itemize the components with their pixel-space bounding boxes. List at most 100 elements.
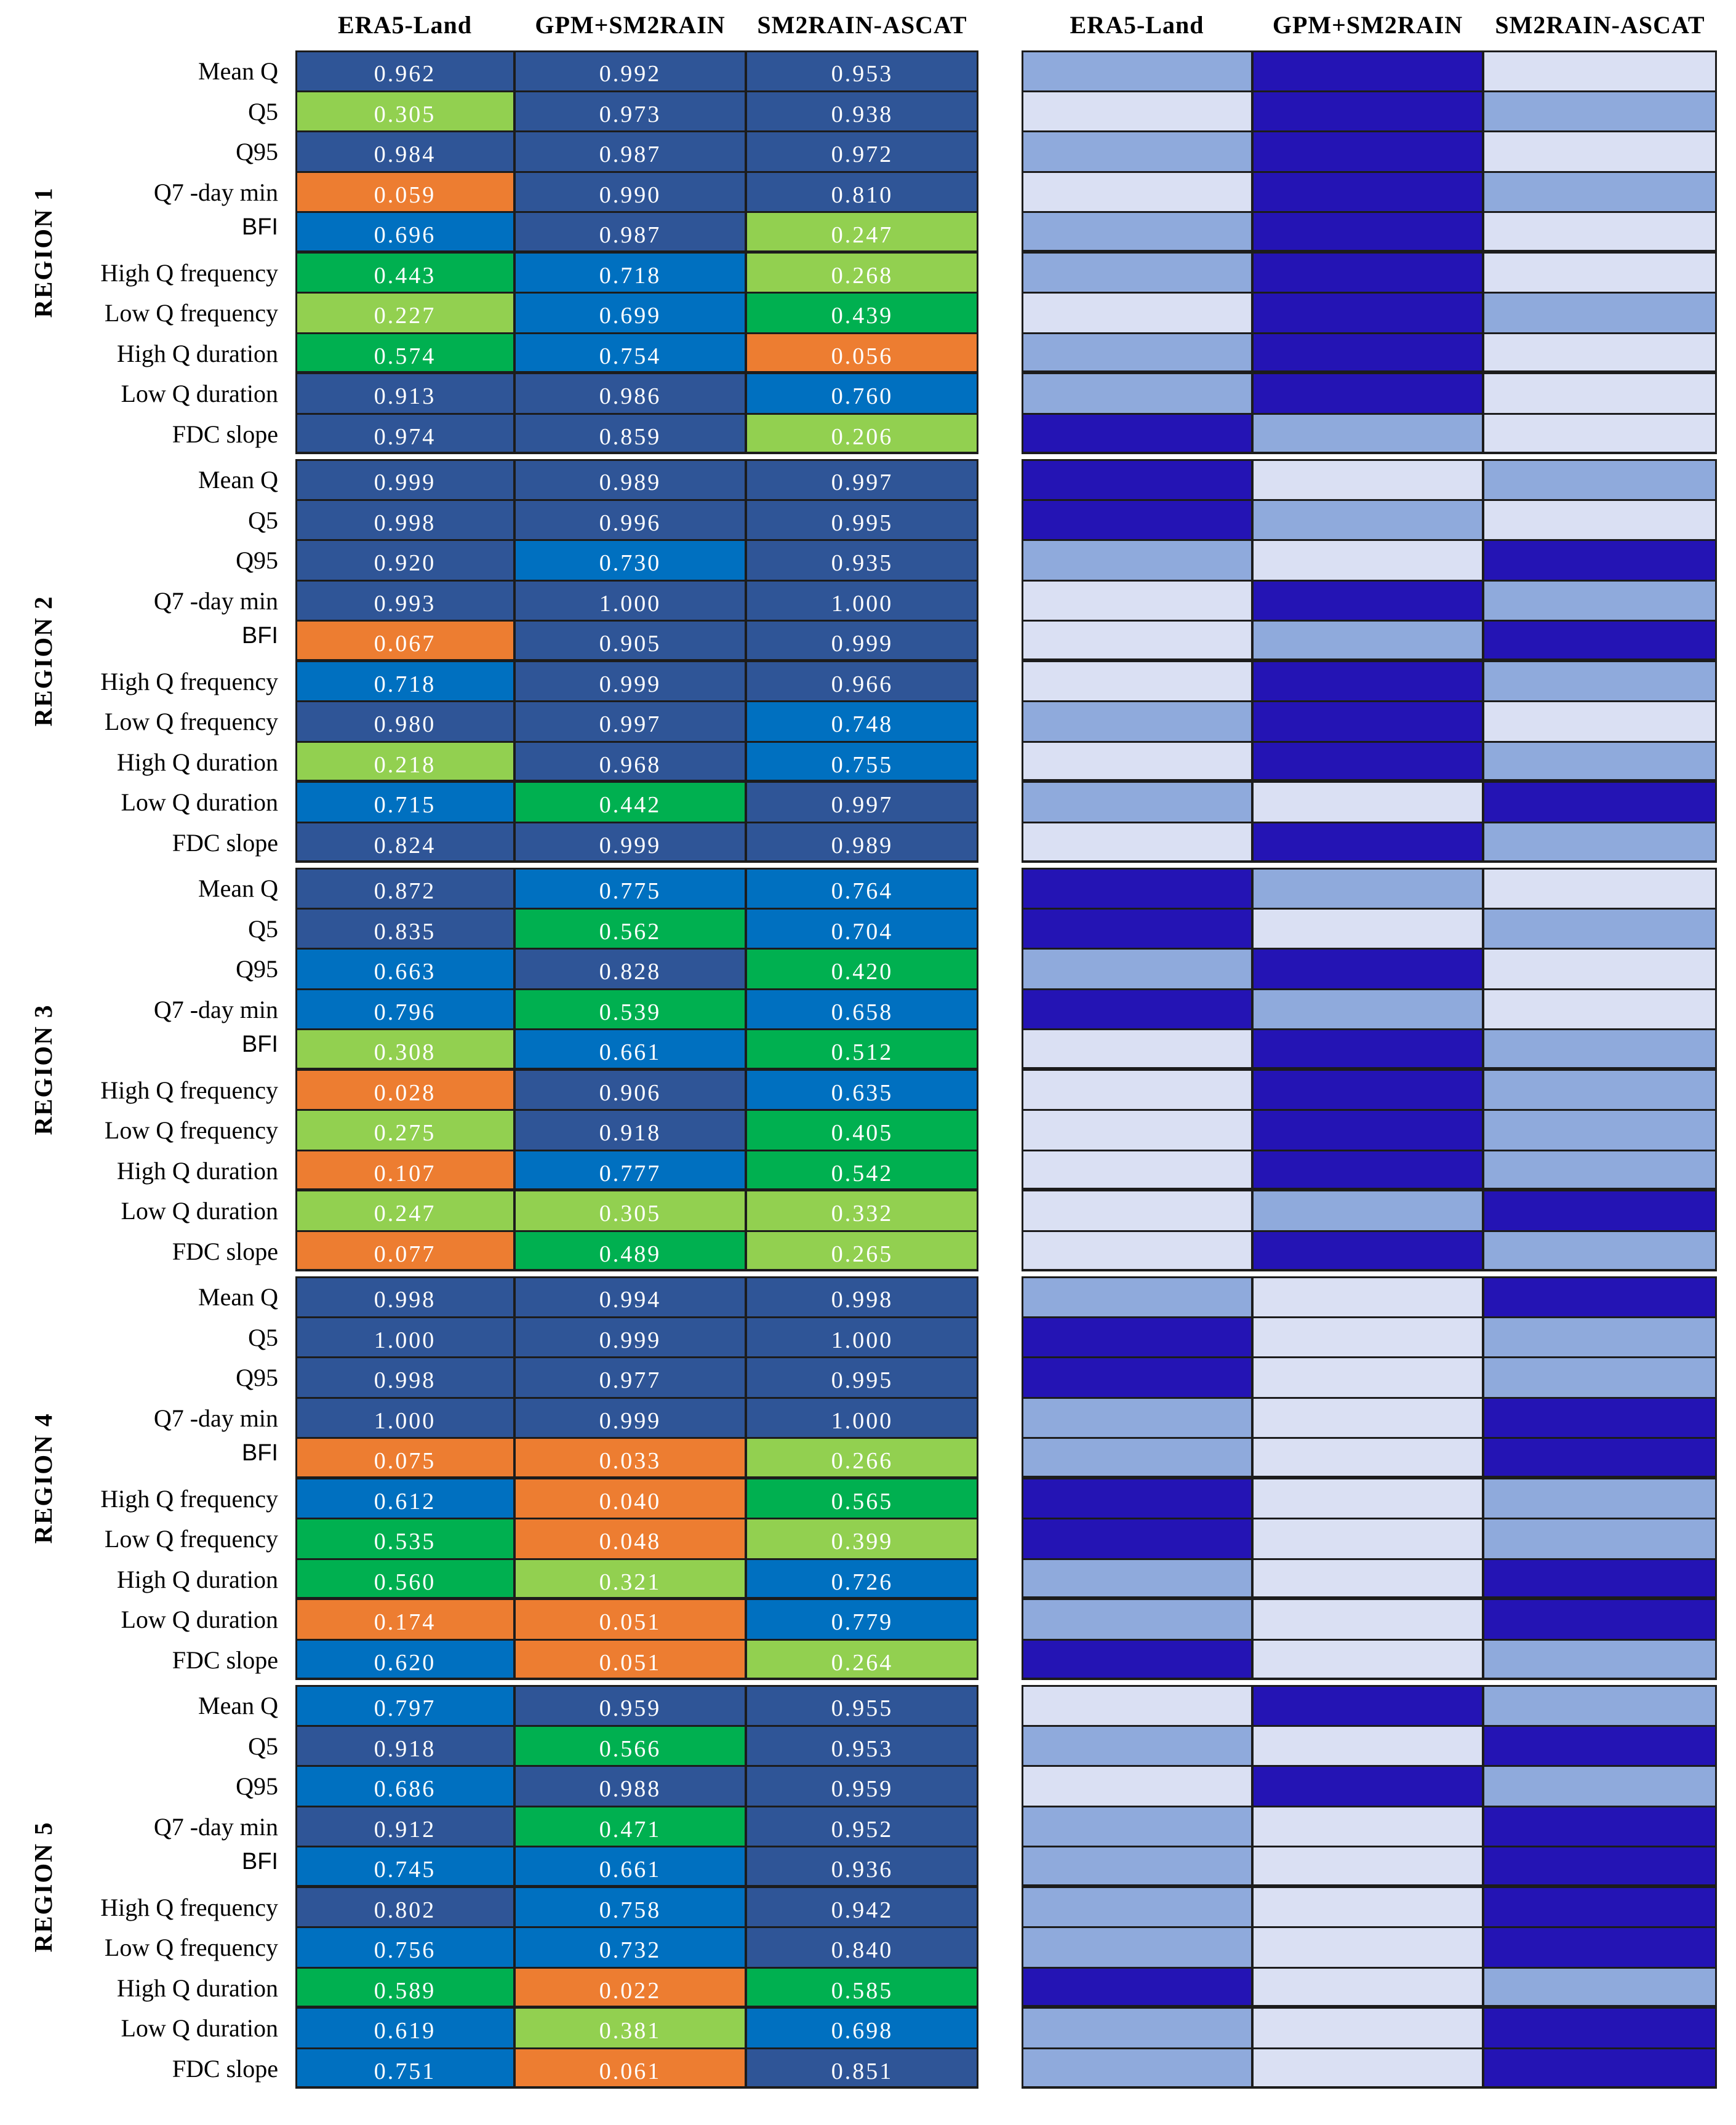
metric-label: Low Q frequency <box>104 708 278 735</box>
value-cell: 0.995 <box>746 499 978 540</box>
value-cell: 0.997 <box>514 701 746 742</box>
value-cell: 0.663 <box>295 948 514 990</box>
metric-label: High Q frequency <box>100 667 278 695</box>
metric-label: FDC slope <box>172 1237 278 1265</box>
value-cell: 1.000 <box>746 1397 978 1438</box>
metric-label: High Q duration <box>116 748 278 776</box>
value-cell: 0.952 <box>746 1806 978 1847</box>
value-cell: 0.905 <box>514 620 746 662</box>
value-cell: 0.539 <box>514 988 746 1030</box>
value-cell: 0.835 <box>295 908 514 949</box>
value-cell: 0.745 <box>295 1846 514 1887</box>
metric-label: Q7 -day min <box>153 178 278 206</box>
rank-cell <box>1252 90 1483 132</box>
rank-cell <box>1022 701 1252 742</box>
rank-cell <box>1252 1190 1483 1231</box>
rank-cell <box>1022 540 1252 581</box>
rank-cell <box>1252 701 1483 742</box>
rank-cell <box>1483 1639 1717 1680</box>
value-cell: 0.566 <box>514 1725 746 1766</box>
value-cell: 0.051 <box>514 1639 746 1680</box>
value-cell: 1.000 <box>514 580 746 621</box>
value-cell: 0.999 <box>514 1316 746 1358</box>
rank-cell <box>1022 1967 1252 2008</box>
value-cell: 0.935 <box>746 540 978 581</box>
value-cell: 0.399 <box>746 1518 978 1559</box>
rank-column-header: ERA5-Land <box>1070 11 1204 39</box>
metric-label: Mean Q <box>198 874 278 902</box>
rank-cell <box>1252 499 1483 540</box>
metric-label: BFI <box>241 623 278 649</box>
value-cell: 0.968 <box>514 741 746 782</box>
metric-label: Low Q frequency <box>104 299 278 327</box>
value-cell: 0.512 <box>746 1029 978 1070</box>
rank-cell <box>1022 2047 1252 2089</box>
metric-label: Q95 <box>236 1364 278 1391</box>
metric-label: Q95 <box>236 546 278 574</box>
rank-cell <box>1483 171 1717 212</box>
rank-cell <box>1483 90 1717 132</box>
rank-cell <box>1022 1438 1252 1479</box>
value-cell: 0.996 <box>514 499 746 540</box>
rank-cell <box>1483 1846 1717 1887</box>
rank-cell <box>1252 212 1483 253</box>
metric-label: Q7 -day min <box>153 1404 278 1432</box>
value-cell: 0.227 <box>295 292 514 334</box>
rank-cell <box>1022 1725 1252 1766</box>
rank-cell <box>1022 373 1252 414</box>
rank-cell <box>1483 620 1717 662</box>
rank-cell <box>1483 1967 1717 2008</box>
rank-cell <box>1252 1438 1483 1479</box>
rank-cell <box>1022 499 1252 540</box>
rank-cell <box>1483 782 1717 823</box>
metric-label: Mean Q <box>198 466 278 494</box>
value-cell: 0.989 <box>746 822 978 863</box>
rank-cell <box>1483 948 1717 990</box>
rank-cell <box>1022 1397 1252 1438</box>
value-cell: 0.206 <box>746 413 978 454</box>
rank-cell <box>1022 620 1252 662</box>
rank-cell <box>1483 1150 1717 1191</box>
rank-cell <box>1022 1110 1252 1151</box>
value-cell: 0.999 <box>514 660 746 702</box>
rank-cell <box>1252 1397 1483 1438</box>
rank-cell <box>1252 822 1483 863</box>
rank-cell <box>1022 1639 1252 1680</box>
value-cell: 0.562 <box>514 908 746 949</box>
rank-cell <box>1252 1316 1483 1358</box>
value-cell: 0.308 <box>295 1029 514 1070</box>
value-cell: 0.574 <box>295 332 514 374</box>
rank-cell <box>1483 1725 1717 1766</box>
value-cell: 0.730 <box>514 540 746 581</box>
value-cell: 0.920 <box>295 540 514 581</box>
value-cell: 0.268 <box>746 252 978 293</box>
metric-label: High Q duration <box>116 1156 278 1185</box>
rank-column-header: GPM+SM2RAIN <box>1272 11 1463 39</box>
rank-cell <box>1252 1846 1483 1887</box>
value-cell: 0.661 <box>514 1029 746 1070</box>
metric-label: FDC slope <box>172 828 278 857</box>
rank-cell <box>1483 212 1717 253</box>
value-cell: 0.635 <box>746 1069 978 1110</box>
metric-label: Low Q duration <box>121 2014 278 2042</box>
value-cell: 0.061 <box>514 2047 746 2089</box>
value-cell: 0.442 <box>514 782 746 823</box>
value-cell: 0.264 <box>746 1639 978 1680</box>
rank-cell <box>1252 2007 1483 2049</box>
rank-cell <box>1483 1069 1717 1110</box>
metric-label: FDC slope <box>172 1646 278 1674</box>
metric-label: High Q frequency <box>100 1893 278 1921</box>
rank-cell <box>1483 741 1717 782</box>
value-cell: 0.699 <box>514 292 746 334</box>
value-cell: 0.560 <box>295 1558 514 1599</box>
value-cell: 0.918 <box>514 1110 746 1151</box>
value-cell: 0.471 <box>514 1806 746 1847</box>
value-cell: 0.962 <box>295 50 514 92</box>
rank-cell <box>1252 741 1483 782</box>
region-outline <box>1022 868 1717 1271</box>
rank-cell <box>1022 1846 1252 1887</box>
value-cell: 1.000 <box>746 1316 978 1358</box>
value-cell: 0.696 <box>295 212 514 253</box>
value-cell: 0.754 <box>514 332 746 374</box>
value-cell: 0.777 <box>514 1150 746 1191</box>
